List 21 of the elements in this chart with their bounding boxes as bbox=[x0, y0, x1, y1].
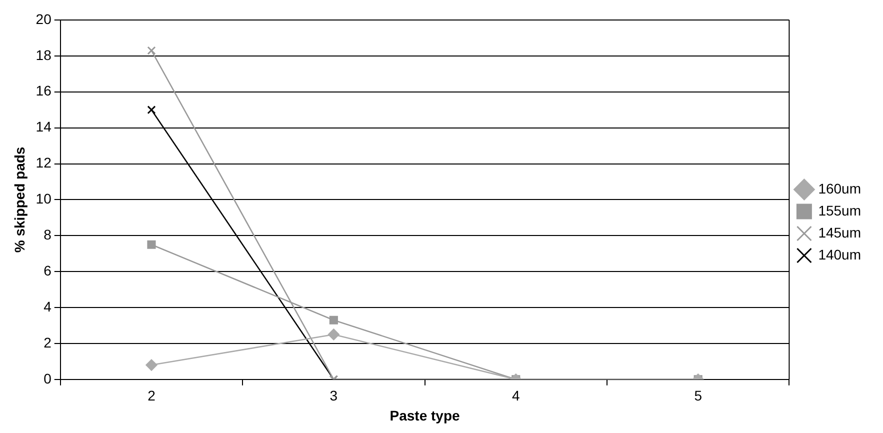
y-tick-label: 14 bbox=[36, 118, 52, 135]
x-axis-title: Paste type bbox=[390, 407, 460, 424]
legend-label: 160um bbox=[818, 180, 862, 196]
y-tick-label: 16 bbox=[36, 82, 52, 99]
x-tick-label: 5 bbox=[694, 388, 702, 404]
y-tick-label: 0 bbox=[44, 370, 52, 386]
legend-label: 155um bbox=[818, 202, 862, 218]
y-tick-label: 18 bbox=[36, 46, 52, 63]
y-tick-label: 10 bbox=[36, 190, 52, 207]
legend-label: 140um bbox=[818, 246, 862, 262]
legend-label: 145um bbox=[818, 224, 862, 240]
x-tick-label: 3 bbox=[330, 388, 338, 404]
y-tick-label: 6 bbox=[44, 262, 52, 278]
y-tick-label: 8 bbox=[44, 226, 52, 242]
y-axis-title: % skipped pads bbox=[11, 146, 28, 253]
y-tick-label: 4 bbox=[44, 298, 52, 314]
x-tick-label: 2 bbox=[148, 388, 156, 404]
x-tick-label: 4 bbox=[512, 388, 520, 404]
y-tick-label: 12 bbox=[36, 154, 52, 171]
y-tick-label: 2 bbox=[44, 334, 52, 350]
y-tick-label: 20 bbox=[36, 10, 52, 27]
